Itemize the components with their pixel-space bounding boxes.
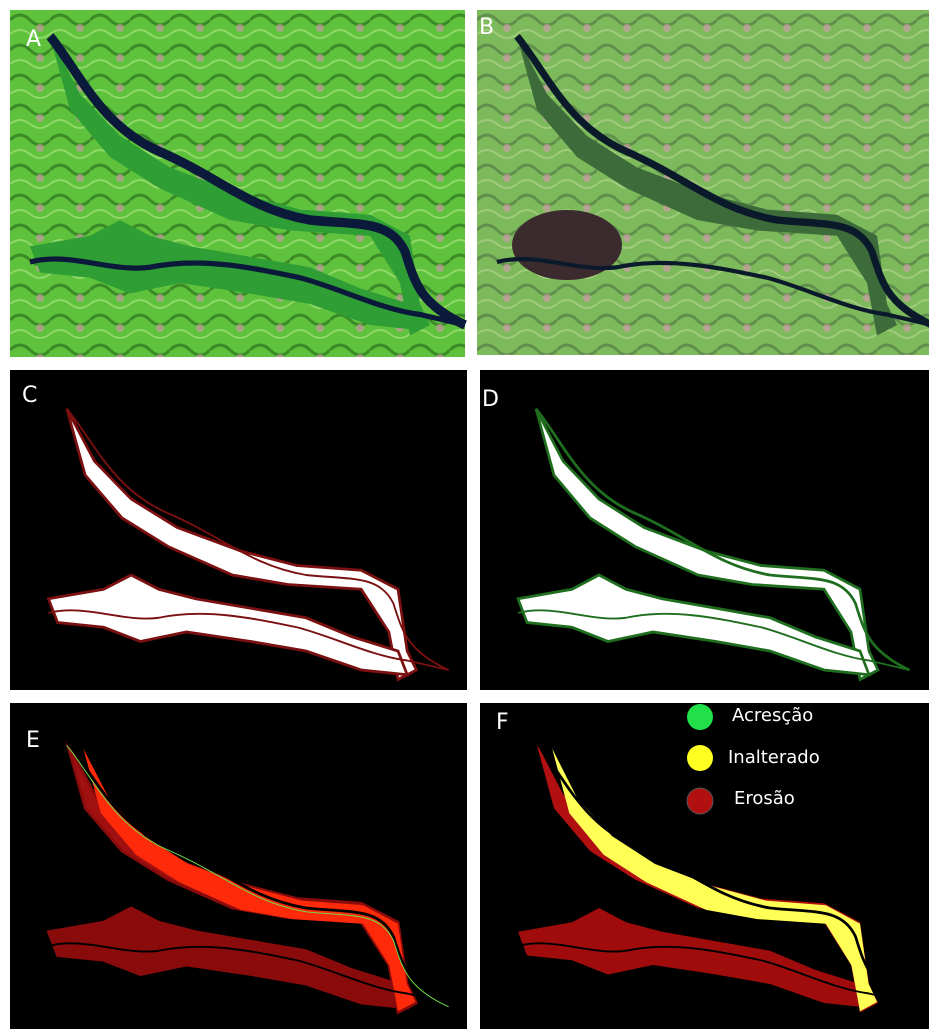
panel-a: A <box>10 10 465 357</box>
legend-label: Acresção <box>732 705 813 726</box>
panel-label: F <box>496 710 509 735</box>
legend-label: Inalterado <box>728 747 820 768</box>
legend-swatch <box>687 788 713 814</box>
figure-svg: A B C D <box>0 0 929 1029</box>
legend-label: Erosão <box>734 788 795 809</box>
panel-label: A <box>26 27 41 52</box>
legend-swatch <box>687 704 713 730</box>
panel-label: D <box>482 387 499 412</box>
panel-b: B <box>477 10 929 355</box>
panel-label: B <box>479 15 494 40</box>
panel-label: E <box>26 728 40 753</box>
panel-e: E <box>10 703 467 1029</box>
panel-d: D <box>480 370 929 690</box>
panel-label: C <box>22 383 37 408</box>
legend-swatch <box>687 745 713 771</box>
figure: A B C D <box>0 0 929 1029</box>
panel-f: F Acresção Inalterado Erosão <box>480 703 929 1029</box>
panel-c: C <box>10 370 467 690</box>
